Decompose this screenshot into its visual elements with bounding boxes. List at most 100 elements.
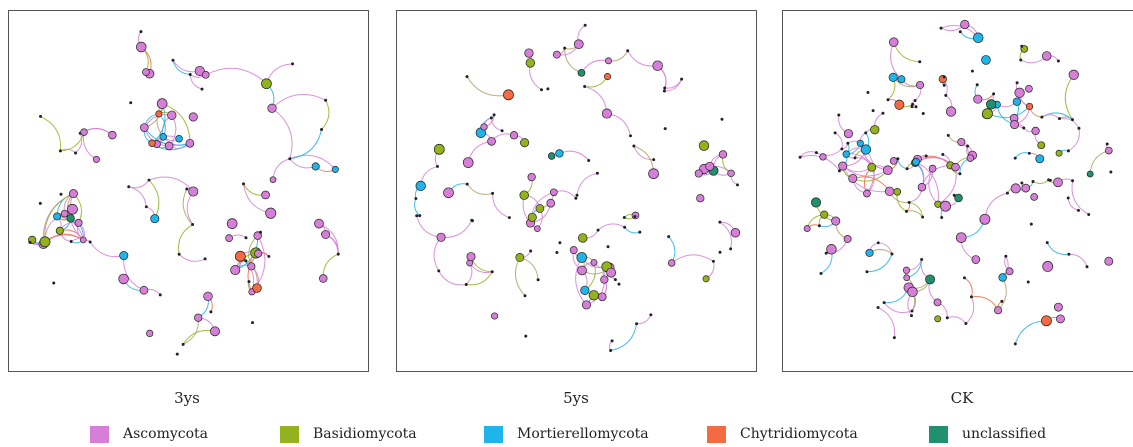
network-node [487,136,496,146]
network-node [680,77,684,81]
network-node [319,274,328,283]
network-node [638,230,642,234]
network-node [247,280,251,284]
network-node [259,230,262,234]
network-node [1067,252,1071,256]
network-node [971,255,981,264]
network-node [1045,241,1049,245]
network-node [1005,191,1009,195]
network-node [886,98,890,102]
network-node [969,295,973,299]
network-node [1014,87,1025,98]
network-node [175,134,183,143]
network-node [462,157,474,168]
network-node [252,283,262,293]
network-node [69,240,73,244]
network-node [890,252,894,256]
network-node [870,125,880,135]
network-edge [466,183,493,195]
network-node [433,143,445,155]
network-node [1076,208,1080,212]
network-node [946,133,950,137]
network-edge [322,253,339,279]
network-node [853,156,857,160]
network-node [552,50,561,59]
network-node [973,94,983,104]
network-node [910,309,914,313]
network-node [311,162,320,171]
network-node [244,259,248,263]
network-node [1109,170,1113,174]
network-node [1057,117,1061,121]
network-edges [29,31,339,345]
network-edge [928,168,939,205]
network-node [147,178,151,182]
network-node [881,111,885,115]
network-node [288,157,292,161]
network-edge [584,86,608,114]
network-node [892,336,896,340]
network-node [177,252,181,256]
network-node [606,267,617,278]
network-edge [664,78,683,92]
network-node [1105,142,1109,146]
network-edge [834,132,843,150]
network-node [525,58,536,68]
network-node [209,310,213,314]
network-node [1010,120,1019,129]
network-node [191,223,195,227]
network-edge [1032,179,1049,184]
network-node [540,88,543,92]
network-node [958,30,962,34]
network-node [578,233,588,243]
network-node [546,198,556,208]
network-node [118,273,129,285]
network-edge [189,74,203,90]
network-nodes [28,30,340,356]
network-edge [271,93,326,109]
network-node [958,172,962,176]
network-edge [89,241,124,258]
network-node [139,285,149,295]
network-node [167,110,177,120]
network-panel-3ys [8,10,369,372]
network-node [1020,181,1024,185]
network-node [1000,299,1004,303]
network-node [1053,302,1063,312]
network-node [609,349,613,353]
legend-label-unclassified: unclassified [962,426,1047,442]
network-edge [576,172,598,196]
network-node [944,93,948,97]
network-node [833,131,837,135]
network-node [139,30,143,34]
network-node [626,49,630,53]
network-edge [584,76,608,88]
network-node [1029,222,1033,226]
network-node [727,169,735,178]
network-edge [416,215,442,238]
network-node [119,251,129,261]
network-node [466,252,476,262]
network-edge [178,224,193,255]
caption-3ys: 3ys [174,389,200,407]
network-node [972,32,984,43]
network-node [597,292,607,302]
network-node [998,273,1007,282]
network-edge [492,193,510,219]
network-node [142,68,150,76]
network-node [907,286,918,298]
network-node [613,278,617,282]
caption-ck: CK [950,389,974,407]
network-edge [438,270,467,286]
network-node [587,158,591,162]
network-node [711,259,715,263]
network-node [435,164,439,168]
network-node [188,72,192,76]
network-edge [1014,152,1030,159]
network-node [910,105,914,109]
network-node [945,106,957,117]
network-node [907,200,911,204]
network-node [1025,102,1034,111]
network-edge [272,158,290,180]
network-node [610,339,614,343]
